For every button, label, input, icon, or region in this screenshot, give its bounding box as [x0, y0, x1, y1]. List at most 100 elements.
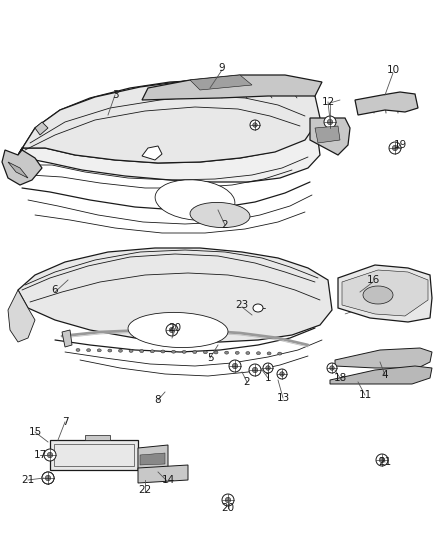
Text: 8: 8: [155, 395, 161, 405]
Polygon shape: [62, 330, 72, 347]
Ellipse shape: [277, 369, 287, 379]
Text: 11: 11: [358, 390, 371, 400]
Ellipse shape: [324, 116, 336, 128]
Ellipse shape: [193, 351, 197, 353]
Text: 14: 14: [161, 475, 175, 485]
Polygon shape: [35, 122, 48, 135]
Ellipse shape: [166, 324, 178, 336]
Polygon shape: [138, 445, 168, 470]
Ellipse shape: [214, 351, 218, 354]
Ellipse shape: [266, 366, 270, 370]
Ellipse shape: [161, 350, 165, 353]
Polygon shape: [138, 465, 188, 483]
Text: 4: 4: [381, 370, 389, 380]
Text: 19: 19: [393, 140, 406, 150]
Text: 18: 18: [333, 373, 346, 383]
Text: 21: 21: [21, 475, 35, 485]
Polygon shape: [330, 366, 432, 384]
Ellipse shape: [257, 352, 261, 355]
Ellipse shape: [225, 497, 231, 503]
Polygon shape: [22, 118, 320, 182]
Ellipse shape: [250, 120, 260, 130]
Polygon shape: [335, 348, 432, 368]
Text: 22: 22: [138, 485, 152, 495]
Text: 23: 23: [235, 300, 249, 310]
Polygon shape: [342, 270, 428, 316]
Ellipse shape: [170, 327, 175, 333]
Text: 2: 2: [244, 377, 250, 387]
Polygon shape: [315, 126, 340, 143]
Ellipse shape: [76, 349, 80, 351]
Ellipse shape: [232, 364, 238, 369]
Ellipse shape: [249, 364, 261, 376]
Text: 6: 6: [52, 285, 58, 295]
Ellipse shape: [150, 350, 154, 353]
Ellipse shape: [392, 146, 398, 151]
Text: 1: 1: [265, 373, 271, 383]
Ellipse shape: [47, 453, 53, 458]
Polygon shape: [85, 435, 110, 440]
Polygon shape: [142, 146, 162, 160]
Ellipse shape: [97, 349, 101, 352]
Ellipse shape: [327, 363, 337, 373]
Text: 20: 20: [169, 323, 182, 333]
Ellipse shape: [252, 367, 258, 373]
Polygon shape: [8, 162, 28, 178]
Ellipse shape: [182, 350, 186, 353]
Ellipse shape: [45, 475, 51, 481]
Ellipse shape: [267, 352, 271, 355]
Polygon shape: [355, 92, 418, 115]
Ellipse shape: [42, 472, 54, 484]
Text: 9: 9: [219, 63, 225, 73]
Ellipse shape: [253, 123, 257, 127]
Ellipse shape: [235, 351, 239, 354]
Text: 20: 20: [222, 503, 235, 513]
Polygon shape: [190, 75, 252, 90]
Ellipse shape: [229, 360, 241, 372]
Text: 17: 17: [33, 450, 46, 460]
Ellipse shape: [190, 203, 250, 228]
Ellipse shape: [44, 449, 56, 461]
Polygon shape: [310, 118, 350, 155]
Text: 21: 21: [378, 457, 392, 467]
Ellipse shape: [253, 304, 263, 312]
Polygon shape: [18, 248, 332, 342]
Ellipse shape: [129, 350, 133, 352]
Ellipse shape: [87, 349, 91, 352]
Text: 7: 7: [62, 417, 68, 427]
Ellipse shape: [379, 457, 385, 463]
Ellipse shape: [203, 351, 207, 354]
Text: 12: 12: [321, 97, 335, 107]
Ellipse shape: [280, 372, 284, 376]
Ellipse shape: [42, 472, 54, 484]
Ellipse shape: [172, 350, 176, 353]
Polygon shape: [140, 453, 165, 465]
Ellipse shape: [155, 180, 235, 220]
Ellipse shape: [140, 350, 144, 353]
Polygon shape: [2, 150, 42, 185]
Ellipse shape: [278, 352, 282, 355]
Text: 15: 15: [28, 427, 42, 437]
Text: 5: 5: [207, 353, 213, 363]
Ellipse shape: [376, 454, 388, 466]
Text: 10: 10: [386, 65, 399, 75]
Polygon shape: [338, 265, 432, 322]
Ellipse shape: [363, 286, 393, 304]
Text: 3: 3: [112, 90, 118, 100]
Text: 13: 13: [276, 393, 290, 403]
Polygon shape: [142, 75, 322, 100]
Polygon shape: [18, 79, 320, 163]
Polygon shape: [8, 290, 35, 342]
Ellipse shape: [128, 312, 228, 348]
Ellipse shape: [118, 349, 123, 352]
Ellipse shape: [327, 119, 333, 125]
Text: 16: 16: [366, 275, 380, 285]
Ellipse shape: [45, 475, 51, 481]
Ellipse shape: [246, 352, 250, 354]
Ellipse shape: [222, 494, 234, 506]
Ellipse shape: [108, 349, 112, 352]
Polygon shape: [50, 440, 138, 470]
Text: 2: 2: [222, 220, 228, 230]
Ellipse shape: [389, 142, 401, 154]
Ellipse shape: [225, 351, 229, 354]
